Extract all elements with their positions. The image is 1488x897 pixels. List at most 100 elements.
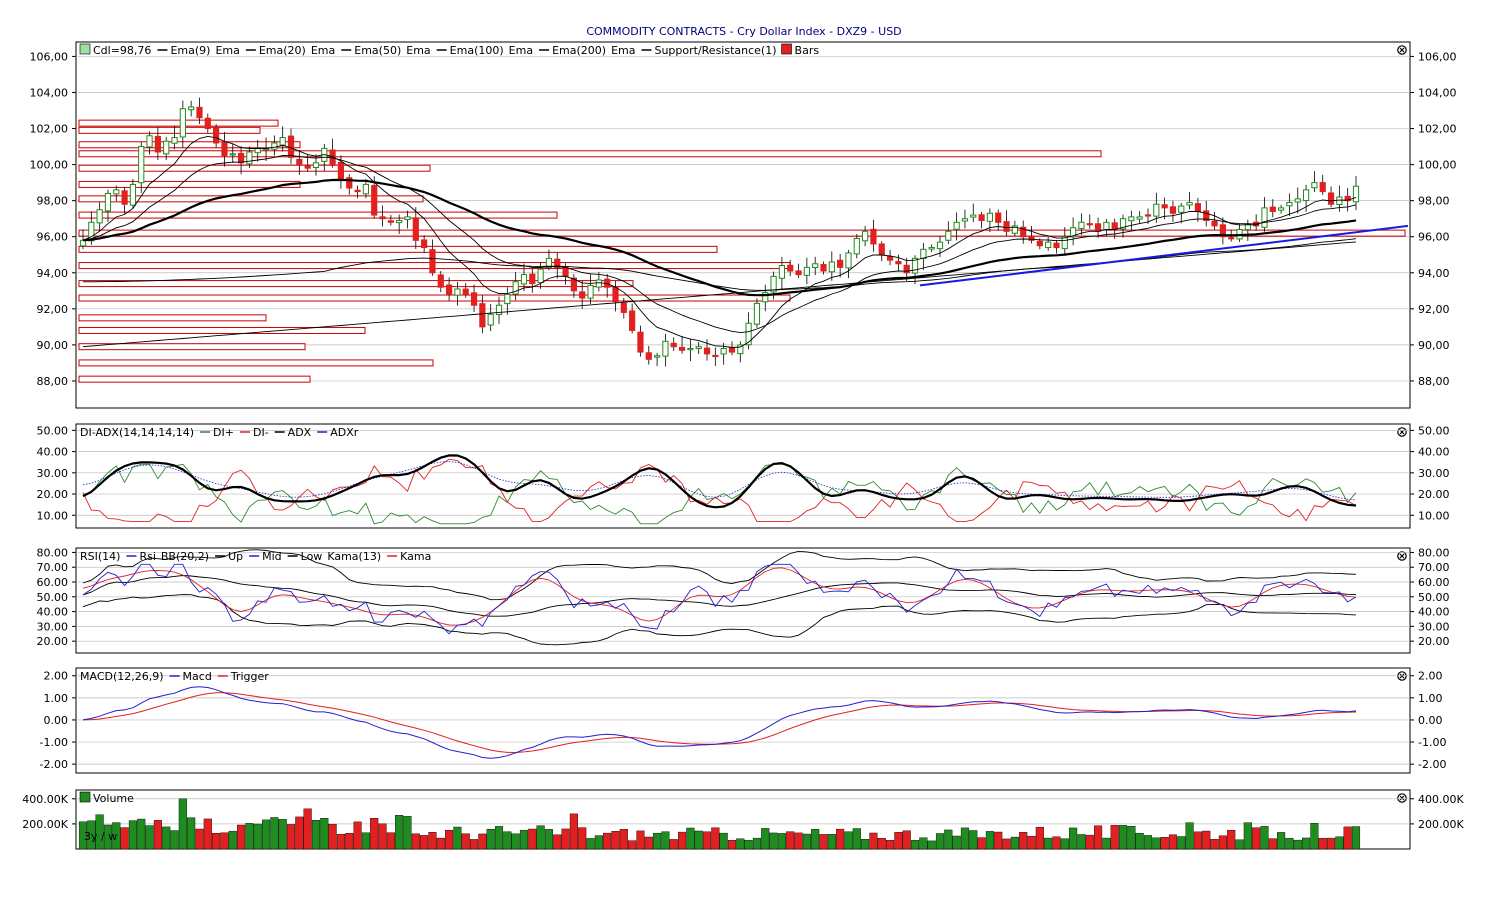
volume-bar bbox=[1185, 822, 1194, 850]
volume-bar bbox=[336, 833, 345, 850]
volume-bar bbox=[1335, 836, 1344, 850]
candle-down bbox=[995, 212, 1002, 223]
volume-bar bbox=[578, 827, 587, 850]
candle-down bbox=[1228, 237, 1235, 240]
candle-up bbox=[171, 137, 178, 144]
candle-down bbox=[1086, 223, 1093, 226]
volume-bar bbox=[378, 823, 387, 850]
candle-up bbox=[537, 268, 544, 284]
volume-panel: 400.00K 400.00K 200.00K 200.00K Volume 3y / w bbox=[22, 789, 1464, 850]
adx-line bbox=[82, 454, 1357, 509]
volume-bar bbox=[1069, 827, 1078, 850]
volume-bar bbox=[544, 829, 553, 850]
candle-down bbox=[1053, 242, 1060, 249]
candle-down bbox=[437, 274, 444, 288]
macd-axis-tick-label-right: -2.00 bbox=[1418, 758, 1446, 771]
macd-panel: 2.00 2.00 1.00 1.00 0.00 0.00 -1.00 -1.00 -2.00 -… bbox=[40, 667, 1446, 774]
volume-bar bbox=[353, 821, 362, 850]
candle-up bbox=[271, 142, 278, 150]
price-axis-tick-label-left: 102,00 bbox=[30, 123, 69, 136]
candle-down bbox=[629, 310, 636, 331]
candle-up bbox=[845, 252, 852, 269]
volume-bar bbox=[869, 832, 878, 850]
volume-bar bbox=[311, 820, 321, 850]
macd-axis-tick-label-right: 1.00 bbox=[1418, 692, 1443, 705]
rsi-legend-item: Rsi bbox=[139, 550, 155, 563]
support-resistance-bar bbox=[78, 211, 558, 219]
support-resistance-bar bbox=[78, 180, 301, 188]
rsi-axis-tick-label-left: 50.00 bbox=[37, 591, 69, 604]
candle-down bbox=[1094, 223, 1102, 232]
candle-up bbox=[770, 275, 777, 293]
support-resistance-bar bbox=[78, 150, 1102, 158]
volume-bar bbox=[1127, 825, 1136, 850]
candle-up bbox=[96, 209, 103, 224]
candle-down bbox=[1020, 226, 1027, 238]
support-resistance-bar bbox=[78, 141, 301, 149]
rsi-legend-item: Kama bbox=[400, 550, 431, 563]
candle-up bbox=[1070, 227, 1077, 238]
candle-up bbox=[803, 266, 810, 276]
volume-bar bbox=[1285, 837, 1294, 850]
candle-down bbox=[1269, 206, 1276, 212]
candle-up bbox=[762, 292, 769, 303]
volume-bar bbox=[128, 820, 137, 850]
candle-up bbox=[595, 279, 602, 288]
candle-up bbox=[753, 302, 761, 325]
macd-legend-item: Trigger bbox=[230, 670, 269, 683]
volume-bar bbox=[628, 840, 637, 850]
candle-up bbox=[1286, 201, 1293, 207]
close-icon-cross bbox=[1399, 553, 1405, 559]
volume-bar bbox=[794, 832, 803, 850]
volume-bar bbox=[844, 831, 853, 850]
adx-panel-frame bbox=[75, 423, 1411, 529]
volume-bar bbox=[694, 830, 703, 850]
volume-bar bbox=[320, 818, 329, 850]
support-resistance-bar bbox=[78, 195, 424, 203]
volume-bar bbox=[1094, 825, 1103, 850]
rsi-axis-tick-label-right: 20.00 bbox=[1418, 635, 1450, 648]
volume-bar bbox=[619, 829, 628, 850]
candle-up bbox=[920, 248, 927, 260]
volume-legend-swatch bbox=[79, 791, 91, 803]
price-axis-tick-label-right: 92,00 bbox=[1418, 303, 1450, 316]
support-resistance-bar bbox=[78, 326, 366, 334]
volume-bar bbox=[1227, 829, 1236, 850]
volume-bar bbox=[370, 818, 379, 850]
candle-down bbox=[421, 239, 428, 249]
volume-bar bbox=[245, 823, 254, 850]
trend-line bbox=[919, 224, 1409, 287]
volume-bar bbox=[985, 831, 994, 850]
volume-bar bbox=[711, 827, 720, 850]
volume-bar bbox=[536, 825, 545, 850]
macd-axis-tick-label-left: -1.00 bbox=[40, 736, 68, 749]
candle-down bbox=[820, 264, 827, 272]
volume-bar bbox=[428, 832, 437, 850]
candle-up bbox=[104, 192, 112, 212]
candle-up bbox=[1352, 185, 1360, 203]
volume-bar bbox=[445, 830, 454, 850]
candle-down bbox=[978, 214, 985, 221]
price-legend-swatch bbox=[781, 43, 792, 55]
ema-50-line bbox=[82, 178, 1357, 297]
volume-bar bbox=[1326, 837, 1336, 850]
volume-bar bbox=[486, 829, 495, 850]
candle-down bbox=[612, 286, 619, 303]
chart-title: COMMODITY CONTRACTS - Cry Dollar Index -… bbox=[586, 25, 902, 38]
price-legend-item: Ema(200) bbox=[552, 44, 606, 57]
volume-bar bbox=[1102, 837, 1111, 850]
volume-bar bbox=[952, 835, 961, 850]
volume-bar bbox=[719, 832, 728, 850]
volume-bar bbox=[1243, 822, 1252, 850]
volume-bar bbox=[1002, 838, 1011, 850]
candle-down bbox=[1161, 204, 1168, 209]
volume-bar bbox=[744, 839, 753, 850]
volume-bar bbox=[420, 835, 429, 850]
price-legend-item: Support/Resistance(1) bbox=[654, 44, 776, 57]
macd-line bbox=[82, 686, 1357, 759]
volume-bar bbox=[1260, 826, 1269, 850]
candle-up bbox=[986, 212, 994, 222]
volume-bar bbox=[811, 829, 820, 850]
price-legend-item: Ema bbox=[406, 44, 430, 57]
candle-up bbox=[961, 218, 969, 222]
